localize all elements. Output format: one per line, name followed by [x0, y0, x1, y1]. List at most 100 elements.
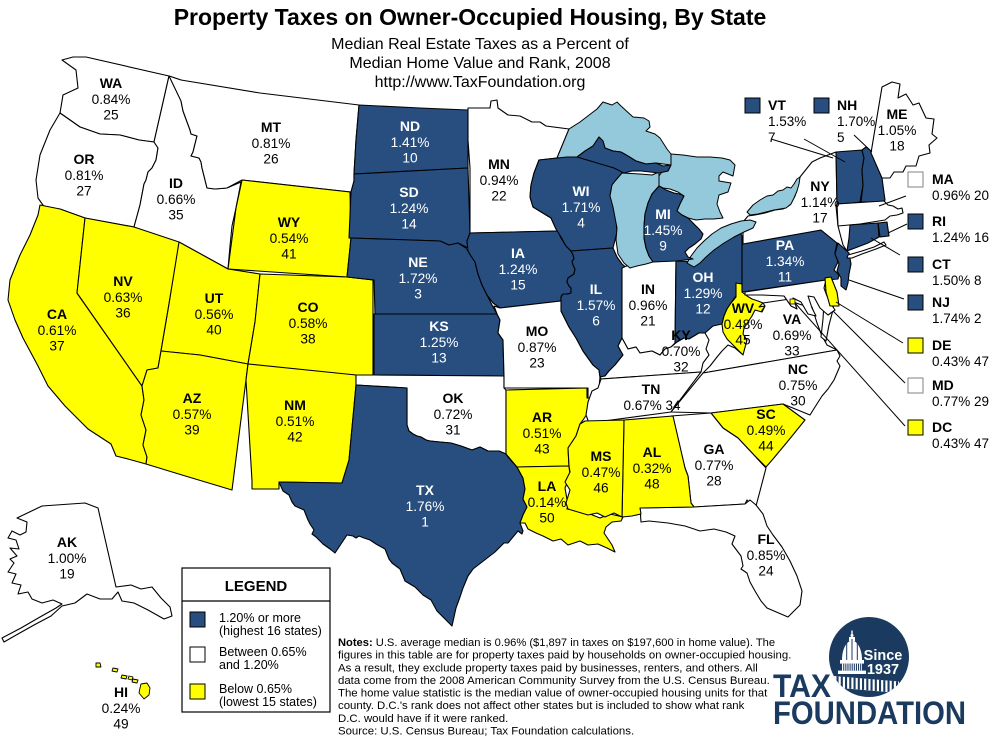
svg-text:VA: VA: [783, 311, 801, 327]
svg-text:WV: WV: [732, 300, 755, 316]
svg-text:UT: UT: [205, 290, 224, 306]
svg-text:33: 33: [784, 344, 800, 359]
svg-text:SD: SD: [399, 184, 418, 200]
svg-text:1.24% 16: 1.24% 16: [932, 230, 989, 245]
svg-text:0.85%: 0.85%: [747, 548, 786, 563]
svg-text:0.43% 47: 0.43% 47: [932, 354, 989, 369]
svg-text:1.24%: 1.24%: [390, 201, 429, 216]
svg-text:45: 45: [735, 333, 751, 348]
svg-text:0.51%: 0.51%: [523, 426, 562, 441]
svg-text:18: 18: [889, 139, 905, 154]
svg-text:D.C. would have if it were ran: D.C. would have if it were ranked.: [338, 713, 508, 725]
svg-text:3: 3: [414, 287, 422, 302]
svg-text:FOUNDATION: FOUNDATION: [773, 695, 966, 731]
svg-text:48: 48: [644, 477, 660, 492]
svg-text:NV: NV: [113, 273, 133, 289]
svg-text:19: 19: [59, 567, 74, 582]
svg-text:Median Real Estate Taxes as a: Median Real Estate Taxes as a Percent of: [331, 36, 629, 53]
svg-text:TAX: TAX: [773, 668, 832, 704]
svg-text:0.56%: 0.56%: [195, 307, 234, 322]
svg-text:1.29%: 1.29%: [684, 286, 723, 301]
svg-text:1.50% 8: 1.50% 8: [932, 273, 982, 288]
svg-text:12: 12: [695, 302, 710, 317]
svg-text:1.53%: 1.53%: [768, 114, 806, 129]
svg-text:Source: U.S. Census Bureau; Ta: Source: U.S. Census Bureau; Tax Foundati…: [338, 725, 634, 737]
svg-text:0.51%: 0.51%: [276, 414, 315, 429]
svg-text:14: 14: [401, 217, 417, 232]
svg-text:IN: IN: [641, 281, 655, 297]
svg-text:KS: KS: [429, 318, 448, 334]
svg-text:11: 11: [778, 270, 792, 285]
svg-text:21: 21: [640, 314, 655, 329]
svg-text:43: 43: [534, 442, 550, 457]
svg-text:0.58%: 0.58%: [289, 316, 328, 331]
svg-text:CA: CA: [47, 306, 67, 322]
svg-text:(highest 16 states): (highest 16 states): [219, 624, 322, 638]
svg-text:Between 0.65%: Between 0.65%: [219, 645, 307, 659]
svg-text:ID: ID: [169, 175, 183, 191]
svg-text:MA: MA: [932, 171, 954, 187]
svg-text:OR: OR: [74, 151, 95, 167]
svg-text:NY: NY: [810, 178, 830, 194]
svg-text:0.72%: 0.72%: [434, 407, 473, 422]
svg-text:1.74% 2: 1.74% 2: [932, 311, 982, 326]
svg-text:DC: DC: [932, 419, 952, 435]
svg-text:38: 38: [300, 332, 316, 347]
svg-text:AK: AK: [57, 534, 77, 550]
svg-text:FL: FL: [757, 531, 775, 547]
svg-text:figures in this table are for: figures in this table are for property t…: [338, 650, 791, 662]
svg-text:0.69%: 0.69%: [773, 328, 812, 343]
svg-text:As a result, they exclude prop: As a result, they exclude property taxes…: [338, 662, 758, 674]
svg-text:0.77% 29: 0.77% 29: [932, 394, 989, 409]
svg-text:HI: HI: [114, 684, 128, 700]
svg-text:NC: NC: [788, 361, 808, 377]
svg-text:1.76%: 1.76%: [406, 499, 445, 514]
svg-text:GA: GA: [704, 441, 725, 457]
svg-text:1937: 1937: [867, 662, 899, 678]
svg-text:46: 46: [593, 481, 609, 496]
svg-text:0.96% 20: 0.96% 20: [932, 188, 989, 203]
svg-text:http://www.TaxFoundation.org: http://www.TaxFoundation.org: [375, 74, 586, 91]
svg-text:county. D.C.'s rank does not a: county. D.C.'s rank does not affect othe…: [338, 700, 745, 712]
svg-text:0.87%: 0.87%: [518, 340, 557, 355]
svg-text:MI: MI: [655, 206, 671, 222]
svg-text:35: 35: [168, 208, 184, 223]
svg-text:SC: SC: [756, 406, 775, 422]
svg-text:1.05%: 1.05%: [878, 123, 917, 138]
svg-text:0.96%: 0.96%: [629, 298, 668, 313]
svg-text:0.94%: 0.94%: [480, 173, 519, 188]
svg-text:49: 49: [113, 717, 128, 732]
svg-text:NE: NE: [408, 254, 427, 270]
svg-text:NJ: NJ: [932, 294, 950, 310]
svg-text:Median Home Value and Rank, 20: Median Home Value and Rank, 2008: [349, 55, 610, 72]
svg-text:1.72%: 1.72%: [399, 271, 438, 286]
svg-text:1.71%: 1.71%: [562, 200, 601, 215]
svg-text:TN: TN: [642, 381, 661, 397]
svg-text:0.77%: 0.77%: [695, 458, 734, 473]
svg-text:28: 28: [706, 474, 722, 489]
svg-text:31: 31: [445, 423, 460, 438]
svg-text:42: 42: [287, 430, 302, 445]
svg-text:PA: PA: [776, 237, 794, 253]
svg-text:1.34%: 1.34%: [766, 254, 805, 269]
svg-text:Since: Since: [864, 648, 903, 664]
svg-text:5: 5: [837, 130, 845, 145]
svg-text:1.14%: 1.14%: [801, 195, 840, 210]
svg-text:10: 10: [402, 151, 418, 166]
svg-text:Notes: U.S. average median is: Notes: U.S. average median is 0.96% ($1,…: [338, 637, 775, 649]
svg-text:9: 9: [659, 239, 667, 254]
svg-text:40: 40: [206, 323, 222, 338]
svg-text:IL: IL: [590, 281, 603, 297]
svg-text:NH: NH: [837, 97, 857, 113]
svg-text:and 1.20%: and 1.20%: [219, 658, 279, 672]
svg-text:MO: MO: [526, 323, 549, 339]
svg-text:LA: LA: [538, 478, 557, 494]
svg-text:AL: AL: [643, 444, 662, 460]
svg-text:OK: OK: [443, 390, 464, 406]
svg-text:CT: CT: [932, 256, 951, 272]
svg-text:ND: ND: [400, 118, 420, 134]
svg-text:0.43% 47: 0.43% 47: [932, 436, 989, 451]
svg-text:data come from the 2008 Americ: data come from the 2008 American Communi…: [338, 675, 770, 687]
svg-text:KY: KY: [671, 327, 691, 343]
svg-text:LEGEND: LEGEND: [225, 578, 288, 595]
